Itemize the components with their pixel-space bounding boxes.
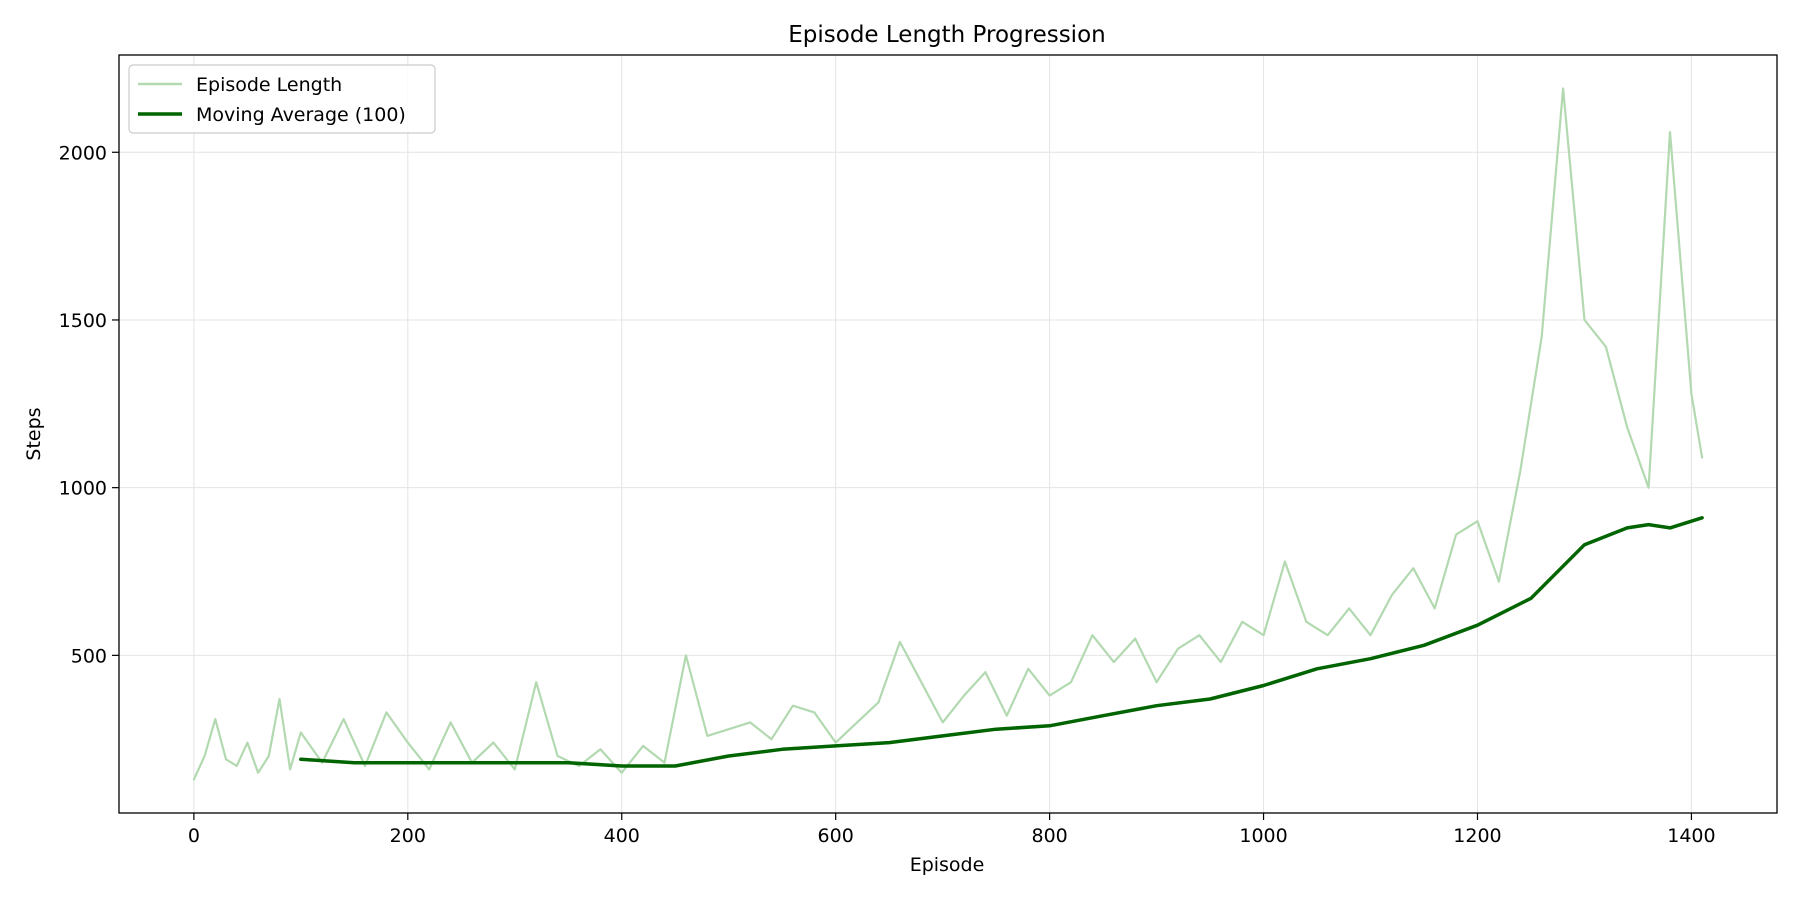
legend-label-moving-average: Moving Average (100) — [196, 104, 406, 126]
x-tick-label: 400 — [604, 825, 640, 847]
axis-ticks: 0 200 400 600 800 1000 1200 1400 500 1000 1500 2000 — [59, 142, 1716, 847]
y-tick-label: 1500 — [59, 310, 107, 332]
legend-label-episode-length: Episode Length — [196, 74, 342, 96]
grid-lines — [119, 55, 1777, 813]
y-tick-label: 500 — [71, 645, 107, 667]
x-tick-label: 800 — [1031, 825, 1067, 847]
x-tick-label: 1000 — [1239, 825, 1287, 847]
y-tick-label: 1000 — [59, 478, 107, 500]
legend-box — [128, 64, 436, 134]
x-tick-label: 200 — [390, 825, 426, 847]
legend: Episode Length Moving Average (100) — [128, 64, 436, 134]
x-tick-label: 1200 — [1453, 825, 1501, 847]
x-tick-label: 600 — [818, 825, 854, 847]
y-tick-label: 2000 — [59, 142, 107, 164]
x-tick-label: 0 — [188, 825, 200, 847]
y-axis-title: Steps — [23, 407, 45, 460]
x-axis-title: Episode — [910, 854, 985, 876]
plot-frame — [118, 54, 1778, 814]
chart-title: Episode Length Progression — [788, 22, 1105, 48]
x-tick-label: 1400 — [1667, 825, 1715, 847]
series-line-moving-average — [299, 516, 1704, 768]
series-layer — [192, 87, 1704, 781]
series-line-episode-length — [192, 87, 1704, 781]
